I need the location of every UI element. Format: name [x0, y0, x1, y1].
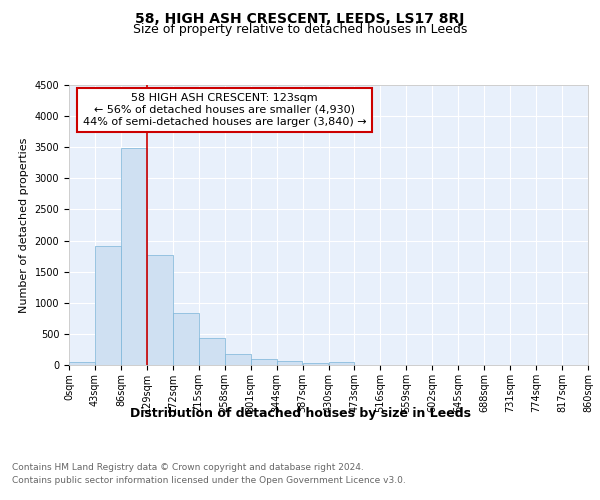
- Bar: [277, 362, 302, 365]
- Bar: [69, 362, 95, 365]
- Text: Distribution of detached houses by size in Leeds: Distribution of detached houses by size …: [130, 408, 470, 420]
- Text: 58, HIGH ASH CRESCENT, LEEDS, LS17 8RJ: 58, HIGH ASH CRESCENT, LEEDS, LS17 8RJ: [136, 12, 464, 26]
- Bar: [147, 256, 173, 365]
- Text: Contains public sector information licensed under the Open Government Licence v3: Contains public sector information licen…: [12, 476, 406, 485]
- Bar: [121, 148, 147, 365]
- Bar: [199, 338, 224, 365]
- Bar: [329, 362, 355, 365]
- Y-axis label: Number of detached properties: Number of detached properties: [19, 138, 29, 312]
- Bar: [302, 362, 328, 365]
- Bar: [251, 359, 277, 365]
- Text: Contains HM Land Registry data © Crown copyright and database right 2024.: Contains HM Land Registry data © Crown c…: [12, 462, 364, 471]
- Text: Size of property relative to detached houses in Leeds: Size of property relative to detached ho…: [133, 24, 467, 36]
- Bar: [173, 312, 199, 365]
- Bar: [95, 246, 121, 365]
- Bar: [225, 354, 251, 365]
- Text: 58 HIGH ASH CRESCENT: 123sqm
← 56% of detached houses are smaller (4,930)
44% of: 58 HIGH ASH CRESCENT: 123sqm ← 56% of de…: [83, 94, 367, 126]
